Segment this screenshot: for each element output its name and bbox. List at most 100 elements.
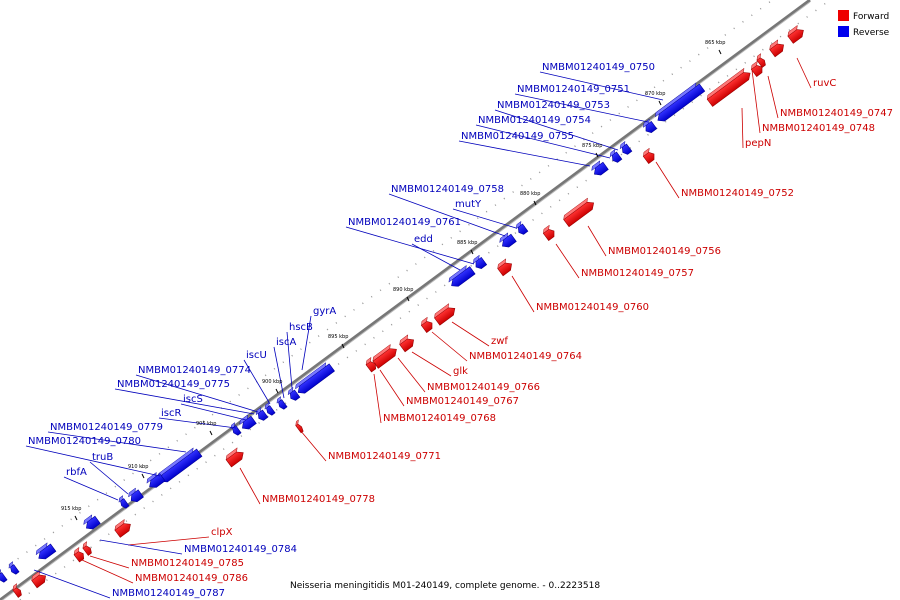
gene-shape-top [365, 356, 372, 366]
forward-gene-block[interactable] [755, 53, 768, 68]
forward-gene-block[interactable] [786, 24, 806, 44]
reverse-gene-block[interactable] [294, 361, 335, 396]
reverse-gene-block[interactable] [447, 264, 476, 289]
tick-mark [74, 515, 78, 521]
gene-label[interactable]: NMBM01240149_0771 [328, 451, 441, 462]
forward-gene-block[interactable] [705, 67, 753, 107]
gene-label[interactable]: gyrA [313, 306, 336, 317]
reverse-gene-block[interactable] [590, 160, 609, 178]
reverse-gene-block[interactable] [514, 220, 529, 236]
gene-label[interactable]: NMBM01240149_0757 [581, 268, 694, 279]
reverse-gene-block[interactable] [82, 514, 101, 532]
gene-label[interactable]: NMBM01240149_0784 [184, 544, 297, 555]
forward-gene-block[interactable] [496, 258, 515, 277]
gene-shape[interactable] [0, 572, 8, 584]
forward-gene-block[interactable] [562, 197, 596, 228]
reverse-gene-block[interactable] [653, 82, 706, 124]
reverse-gene-block[interactable] [263, 402, 276, 417]
gene-label[interactable]: NMBM01240149_0753 [497, 100, 610, 111]
gene-label[interactable]: NMBM01240149_0779 [50, 422, 163, 433]
gene-label[interactable]: NMBM01240149_0786 [135, 573, 248, 584]
reverse-gene-block[interactable] [642, 118, 658, 135]
gene-label[interactable]: NMBM01240149_0787 [112, 588, 225, 599]
gene-label[interactable]: NMBM01240149_0750 [542, 62, 655, 73]
forward-gene-block[interactable] [81, 541, 94, 556]
gene-label[interactable]: NMBM01240149_0775 [117, 379, 230, 390]
gene-shape[interactable] [655, 83, 706, 124]
gene-label[interactable]: NMBM01240149_0748 [762, 123, 875, 134]
reverse-gene-block[interactable] [7, 561, 20, 576]
gene-label[interactable]: NMBM01240149_0751 [517, 84, 630, 95]
gene-label[interactable]: mutY [455, 199, 482, 210]
forward-gene-block[interactable] [294, 419, 306, 434]
forward-gene-block[interactable] [433, 302, 458, 326]
gene-label[interactable]: ruvC [813, 78, 836, 89]
forward-gene-block[interactable] [72, 546, 86, 563]
gene-label[interactable]: NMBM01240149_0752 [681, 188, 794, 199]
reverse-gene-block[interactable] [275, 396, 288, 411]
reverse-gene-block[interactable] [34, 542, 57, 562]
reverse-gene-block[interactable] [286, 386, 301, 402]
gene-label-leader [345, 226, 475, 265]
forward-gene-block[interactable] [364, 356, 378, 373]
gene-label[interactable]: clpX [211, 527, 233, 538]
forward-gene-block[interactable] [420, 316, 435, 334]
forward-gene-block[interactable] [768, 39, 786, 58]
forward-gene-block[interactable] [11, 583, 24, 598]
forward-gene-block[interactable] [750, 60, 765, 78]
gene-label[interactable]: NMBM01240149_0778 [262, 494, 375, 505]
gene-label[interactable]: iscU [246, 350, 267, 361]
gene-label[interactable]: edd [414, 234, 433, 245]
gene-label[interactable]: pepN [745, 138, 771, 149]
gene-label[interactable]: NMBM01240149_0754 [478, 115, 591, 126]
gene-shape[interactable] [399, 336, 417, 353]
gene-label[interactable]: hscB [289, 322, 313, 333]
reverse-gene-block[interactable] [498, 232, 517, 250]
reverse-gene-block[interactable] [618, 140, 633, 156]
gene-label[interactable]: NMBM01240149_0764 [469, 351, 582, 362]
gene-label[interactable]: NMBM01240149_0747 [780, 108, 893, 119]
reverse-gene-block[interactable] [472, 254, 488, 271]
gene-label[interactable]: rbfA [66, 467, 87, 478]
forward-gene-block[interactable] [398, 334, 417, 353]
reverse-gene-block[interactable] [117, 495, 130, 510]
gene-shape[interactable] [240, 415, 257, 432]
gene-label[interactable]: iscA [276, 337, 296, 348]
gene-label[interactable]: NMBM01240149_0774 [138, 365, 251, 376]
reverse-gene-block[interactable] [0, 569, 8, 584]
gene-label[interactable]: NMBM01240149_0768 [383, 413, 496, 424]
gene-shape[interactable] [592, 161, 609, 178]
gene-label[interactable]: iscS [183, 394, 203, 405]
reverse-gene-block[interactable] [127, 487, 144, 504]
gene-shape[interactable] [158, 448, 203, 485]
forward-gene-block[interactable] [371, 343, 399, 369]
gene-shape[interactable] [706, 70, 753, 107]
forward-gene-block[interactable] [542, 224, 557, 242]
gene-shape[interactable] [497, 260, 515, 277]
reverse-gene-block[interactable] [608, 148, 623, 164]
gene-label[interactable]: NMBM01240149_0761 [348, 217, 461, 228]
gene-label[interactable]: NMBM01240149_0785 [131, 558, 244, 569]
gene-label[interactable]: NMBM01240149_0780 [28, 436, 141, 447]
gene-label-leader [239, 467, 261, 505]
reverse-gene-block[interactable] [156, 447, 203, 485]
gene-label[interactable]: NMBM01240149_0766 [427, 382, 540, 393]
gene-label[interactable]: NMBM01240149_0760 [536, 302, 649, 313]
gene-label[interactable]: NMBM01240149_0756 [608, 246, 721, 257]
forward-gene-block[interactable] [113, 518, 133, 538]
forward-gene-block[interactable] [642, 147, 657, 165]
gene-label[interactable]: NMBM01240149_0758 [391, 184, 504, 195]
gene-shape[interactable] [500, 233, 517, 250]
gene-shape-top [654, 82, 697, 118]
gene-label[interactable]: iscR [161, 408, 181, 419]
forward-gene-block[interactable] [224, 447, 246, 468]
gene-label[interactable]: zwf [491, 336, 508, 347]
reverse-gene-block[interactable] [145, 471, 166, 490]
reverse-gene-block[interactable] [238, 414, 257, 432]
gene-shape-top [515, 220, 522, 230]
gene-label[interactable]: NMBM01240149_0755 [461, 131, 574, 142]
gene-label[interactable]: NMBM01240149_0767 [406, 396, 519, 407]
gene-label[interactable]: truB [92, 452, 113, 463]
gene-label[interactable]: glk [453, 366, 468, 377]
forward-gene-block[interactable] [30, 570, 48, 589]
